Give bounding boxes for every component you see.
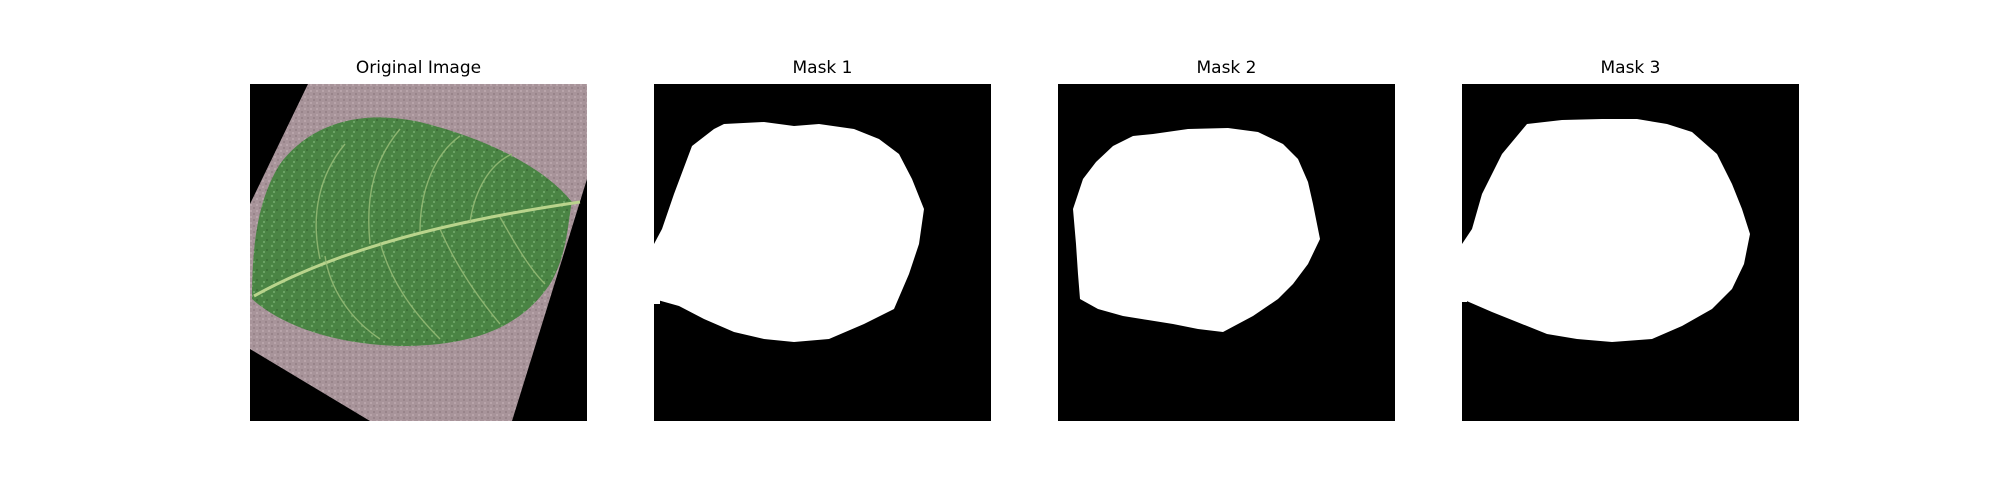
leaf-photo xyxy=(250,84,587,421)
panel-title-mask-1: Mask 1 xyxy=(792,58,853,78)
mask-1-image xyxy=(654,84,991,421)
original-image xyxy=(250,84,587,421)
panel-title-original: Original Image xyxy=(355,58,482,78)
panel-title-mask-2: Mask 2 xyxy=(1196,58,1257,78)
mask-2-image xyxy=(1058,84,1395,421)
panel-title-mask-3: Mask 3 xyxy=(1600,58,1661,78)
mask-3-image xyxy=(1462,84,1799,421)
mask-3-shape xyxy=(1462,84,1799,421)
leaf-midrib xyxy=(253,200,581,298)
leaf-shape xyxy=(252,117,572,346)
mask-1-shape xyxy=(654,84,991,421)
mask-2-shape xyxy=(1058,84,1395,421)
